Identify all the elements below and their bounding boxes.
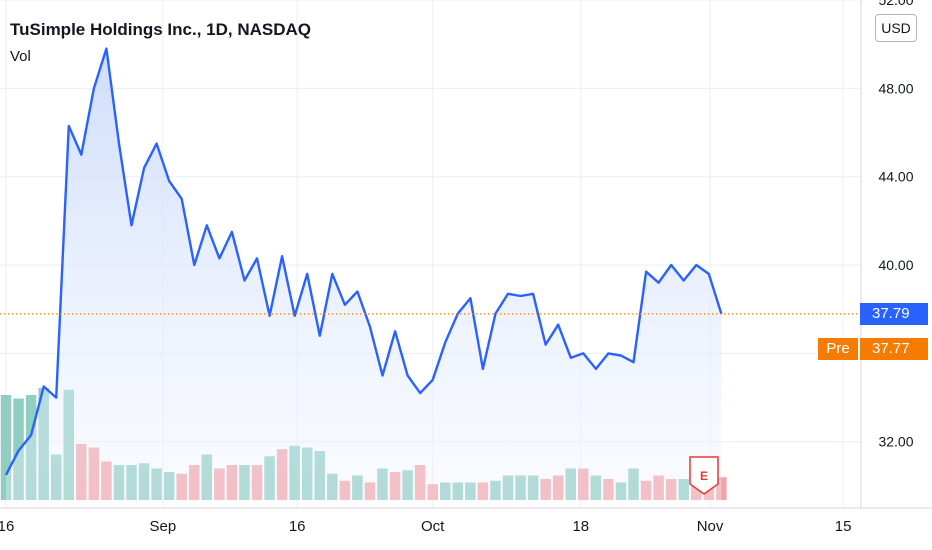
chart-title: TuSimple Holdings Inc., 1D, NASDAQ [10, 20, 311, 39]
x-axis-ticks: 16 Sep 16 Oct 18 Nov 15 [0, 518, 851, 535]
currency-button[interactable]: USD [875, 14, 917, 42]
x-tick-label: 18 [572, 518, 589, 535]
price-area [6, 48, 722, 500]
price-series-line [4, 47, 723, 476]
x-tick-label: 16 [0, 518, 14, 535]
x-tick-label: 15 [835, 518, 852, 535]
last-price-tag: 37.79 [860, 302, 928, 325]
y-tick-label: 44.00 [878, 169, 913, 185]
x-tick-label: 16 [289, 518, 306, 535]
pre-market-label: Pre [818, 338, 858, 361]
axes [0, 0, 932, 509]
y-tick-label: 48.00 [878, 80, 913, 96]
earnings-marker[interactable]: E [689, 456, 719, 495]
volume-legend: Vol [10, 48, 31, 65]
earnings-flag-text[interactable]: E [700, 469, 708, 483]
x-tick-label: Oct [421, 518, 445, 535]
earnings-flag-icon[interactable] [689, 456, 719, 495]
volume-bar [0, 395, 12, 500]
y-tick-label: 52.00 [878, 0, 913, 8]
y-axis-ticks: 32.00 40.00 44.00 48.00 52.00 [878, 0, 913, 450]
price-line [4, 47, 723, 476]
x-tick-label: Nov [697, 518, 724, 535]
y-tick-label: 40.00 [878, 257, 913, 273]
x-tick-label: Sep [150, 518, 177, 535]
pre-market-price-tag: 37.77 [860, 338, 928, 361]
price-area-fill [6, 48, 722, 500]
y-tick-label: 32.00 [878, 434, 913, 450]
